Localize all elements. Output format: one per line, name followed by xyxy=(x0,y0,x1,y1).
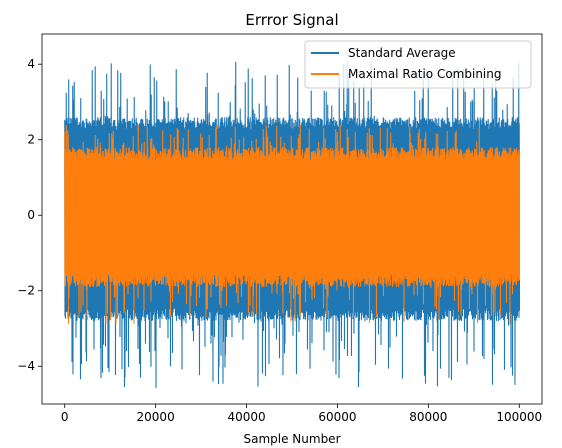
x-axis-label: Sample Number xyxy=(243,432,340,446)
chart-title: Errror Signal xyxy=(245,11,338,29)
legend: Standard Average Maximal Ratio Combining xyxy=(304,40,532,89)
plot-frame xyxy=(41,33,543,405)
y-tick-label: 0 xyxy=(27,208,35,222)
legend-box xyxy=(304,40,532,89)
x-tick-label: 0 xyxy=(61,410,69,424)
x-tick-label: 100000 xyxy=(496,410,542,424)
y-tick-label: −4 xyxy=(17,359,35,373)
y-tick-label: −2 xyxy=(17,284,35,298)
x-tick-label: 40000 xyxy=(227,410,265,424)
x-tick-label: 20000 xyxy=(137,410,175,424)
y-tick-label: 4 xyxy=(27,57,35,71)
x-tick-label: 60000 xyxy=(318,410,356,424)
legend-entry: Standard Average xyxy=(348,46,456,60)
x-tick-label: 80000 xyxy=(409,410,447,424)
y-tick-label: 2 xyxy=(27,133,35,147)
axes-layer: 0 20000 40000 60000 80000 100000 −4 −2 0 2 4 xyxy=(17,57,542,424)
series-layer xyxy=(64,60,521,389)
legend-entry: Maximal Ratio Combining xyxy=(348,67,501,81)
series-line-maximal-ratio-combining xyxy=(64,124,521,325)
